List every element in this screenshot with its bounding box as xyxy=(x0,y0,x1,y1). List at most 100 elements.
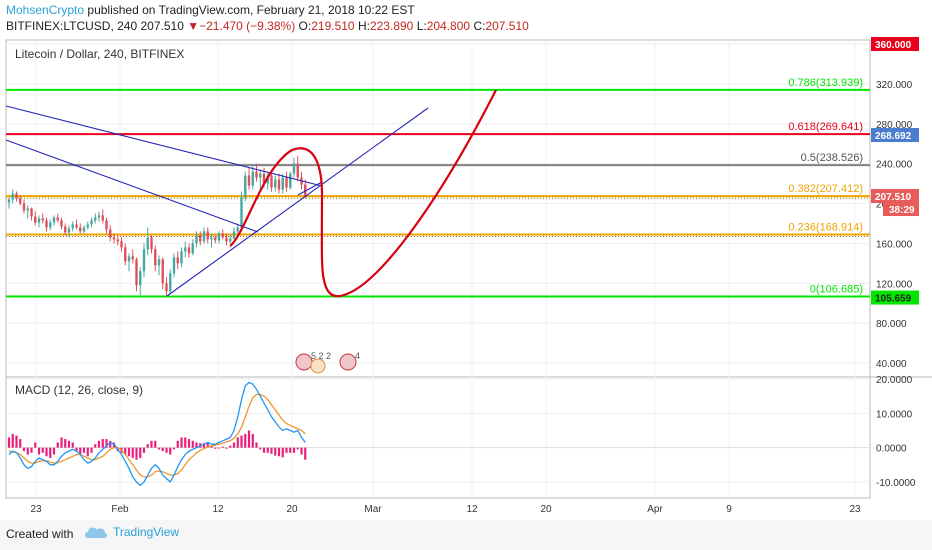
event-markers[interactable]: 5 2 2 4 xyxy=(295,351,360,374)
fib-level-label: 0.618(269.641) xyxy=(788,121,863,133)
falling-trendline-lower[interactable] xyxy=(5,139,259,233)
macd-histogram-bar xyxy=(26,447,29,455)
macd-histogram-bar xyxy=(240,435,243,448)
published-text: published on TradingView.com, February 2… xyxy=(87,3,415,17)
macd-histogram-bar xyxy=(45,447,48,457)
plot-frame xyxy=(5,39,871,499)
macd-histogram-bar xyxy=(187,439,191,448)
macd-histogram-bar xyxy=(86,447,89,457)
candle-body xyxy=(202,231,206,242)
macd-histogram-bar xyxy=(64,439,67,448)
event-flag-icon[interactable] xyxy=(310,358,326,374)
macd-histogram-bar xyxy=(109,440,112,448)
close-label: C: xyxy=(473,19,486,33)
price-axis[interactable]: 360.000320.000280.000240.000200.000160.0… xyxy=(876,40,916,489)
macd-histogram-bar xyxy=(34,442,37,448)
change-arrow-icon: ▼ xyxy=(187,19,200,33)
price-tick-label: 280.000 xyxy=(876,120,913,131)
macd-histogram-bar xyxy=(277,447,281,457)
macd-histogram-bar xyxy=(247,430,251,448)
candle-body xyxy=(262,173,266,184)
price-badges: 360.000 268.692 207.510 38:29 105.659 xyxy=(871,37,919,305)
event-flag-icon[interactable] xyxy=(339,353,357,371)
macd-histogram-bar xyxy=(127,447,131,457)
rising-trendline[interactable] xyxy=(166,107,429,297)
candle-body xyxy=(146,237,149,250)
candle-body xyxy=(236,227,239,232)
open-value: 219.510 xyxy=(311,19,355,33)
chart-canvas[interactable]: 0.786(313.939) 0.618(269.641) 0.5(238.526)… xyxy=(0,0,932,520)
macd-histogram-bar xyxy=(184,437,187,448)
chart-header: MohsenCrypto published on TradingView.co… xyxy=(6,2,926,36)
time-tick-label: 20 xyxy=(286,504,298,515)
macd-histogram-bar xyxy=(124,447,127,455)
time-axis[interactable]: 23 Feb 12 20 Mar 12 20 Apr 9 23 xyxy=(30,504,861,515)
last-price-badge-bg xyxy=(871,189,919,204)
candle-body xyxy=(240,197,243,228)
candle-body xyxy=(127,256,131,262)
candle-body xyxy=(64,226,67,233)
symbol-line: BITFINEX:LTCUSD, 240 xyxy=(6,19,138,33)
high-value: 223.890 xyxy=(369,19,414,33)
macd-histogram-bar xyxy=(262,447,266,453)
macd-histogram-bar xyxy=(169,447,172,455)
candle-body xyxy=(41,218,44,221)
candle-body xyxy=(22,203,26,211)
open-label: O: xyxy=(298,19,312,33)
created-with-text: Created with xyxy=(6,527,74,541)
candle-body xyxy=(139,271,142,286)
projection-path[interactable] xyxy=(229,89,497,298)
candle-body xyxy=(34,216,37,223)
price-tick-label: 80.000 xyxy=(876,319,907,330)
macd-tick-label: 0.0000 xyxy=(876,444,907,455)
candle-body xyxy=(244,175,247,198)
candle-body xyxy=(229,238,232,242)
macd-histogram-bar xyxy=(135,447,138,460)
fib-levels[interactable]: 0.786(313.939) 0.618(269.641) 0.5(238.526)… xyxy=(6,77,870,298)
macd-histogram-bar xyxy=(229,445,232,448)
macd-histogram-bar xyxy=(142,447,146,453)
macd-histogram-bar xyxy=(300,447,303,455)
macd-histogram-bar xyxy=(165,447,168,453)
last-price: 207.510 xyxy=(140,19,184,33)
event-flag-icon[interactable] xyxy=(295,353,313,371)
macd-pane[interactable] xyxy=(6,381,870,487)
fib-level-label: 0.382(207.412) xyxy=(788,183,863,195)
macd-histogram-bar xyxy=(191,440,194,448)
falling-trendline-upper[interactable] xyxy=(5,105,323,187)
drawings[interactable] xyxy=(5,89,497,298)
candle-body xyxy=(75,224,78,228)
candle-body xyxy=(289,173,292,188)
high-label: H: xyxy=(357,19,370,33)
pennant-line[interactable] xyxy=(297,181,323,196)
low-value: 204.800 xyxy=(426,19,471,33)
countdown-badge-bg xyxy=(883,203,919,217)
macd-histogram-bar xyxy=(90,447,93,453)
candle-body xyxy=(195,235,198,244)
tradingview-brand[interactable]: TradingView xyxy=(84,525,179,539)
macd-histogram-bar xyxy=(274,447,277,456)
candle-body xyxy=(217,233,221,241)
candle-body xyxy=(221,233,224,238)
author-name[interactable]: MohsenCrypto xyxy=(6,3,85,17)
macd-histogram-bar xyxy=(292,447,296,453)
candle-body xyxy=(79,227,82,232)
candle-body xyxy=(176,257,179,264)
macd-histogram-bar xyxy=(176,440,179,448)
candle-body xyxy=(191,243,194,254)
macd-histogram-bar xyxy=(225,447,228,449)
macd-histogram-bar xyxy=(206,443,209,448)
macd-histogram-bar xyxy=(296,447,299,450)
macd-histogram-bar xyxy=(56,442,59,448)
macd-tick-label: 20.0000 xyxy=(876,375,913,386)
candle-body xyxy=(274,179,277,188)
candle-body xyxy=(97,215,101,218)
candle-body xyxy=(169,273,172,292)
time-tick-label: 23 xyxy=(849,504,861,515)
crosshair-price-badge: 268.692 xyxy=(875,131,912,142)
macd-histogram-bar xyxy=(255,442,258,448)
top-price-badge-bg xyxy=(871,37,919,51)
macd-histogram-bar xyxy=(161,447,164,452)
footer: Created with TradingView xyxy=(0,520,932,550)
candle-body xyxy=(124,247,127,262)
